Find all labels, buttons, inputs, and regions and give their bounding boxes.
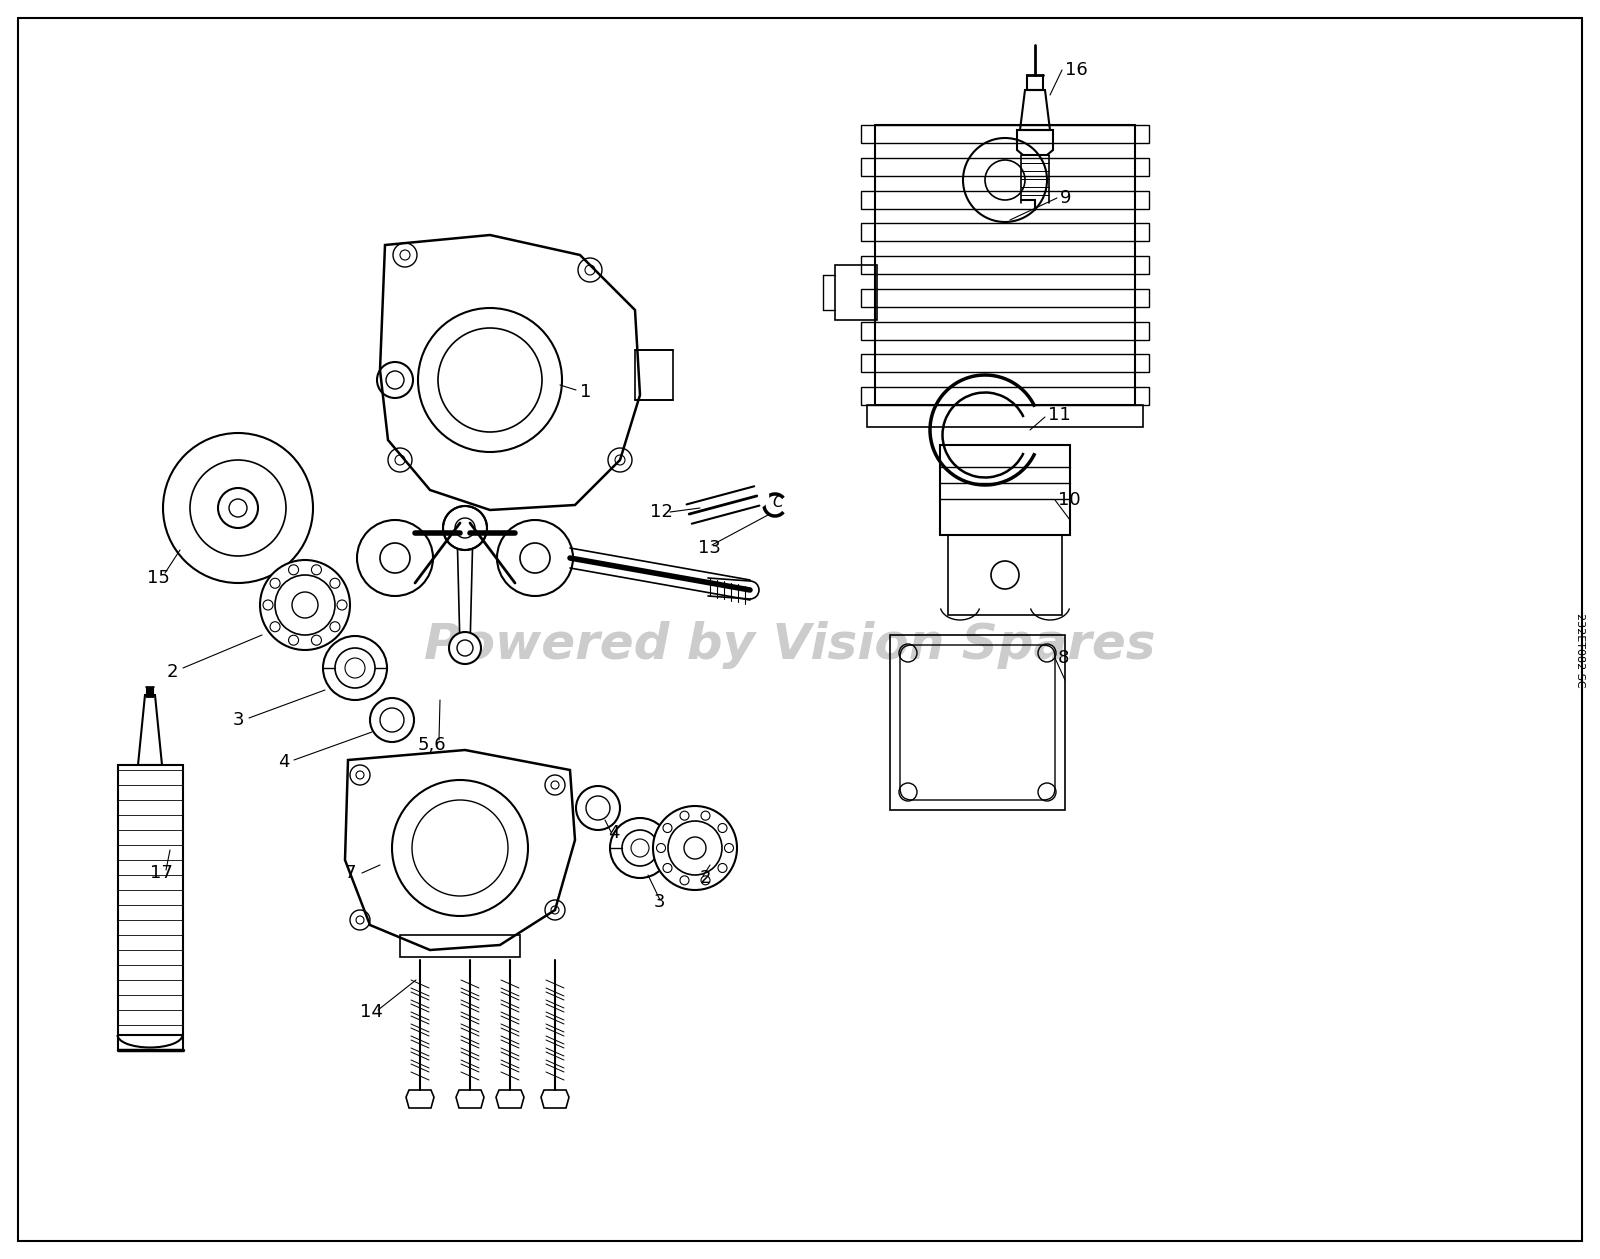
Circle shape [576,786,621,830]
Polygon shape [406,1090,434,1108]
Circle shape [669,821,722,875]
Bar [861,354,1149,373]
Circle shape [190,460,286,556]
Text: 5,6: 5,6 [418,737,446,754]
Polygon shape [456,1090,483,1108]
Circle shape [323,636,387,700]
Text: 7: 7 [346,864,357,883]
Bar [890,635,1066,810]
Text: 12: 12 [650,504,674,521]
Bar [861,387,1149,405]
Bar [635,350,674,400]
Circle shape [370,697,414,742]
Bar [867,405,1142,427]
Circle shape [357,520,434,596]
Circle shape [259,560,350,650]
Circle shape [334,648,374,687]
Text: 4: 4 [278,753,290,771]
Bar [941,444,1070,535]
Polygon shape [541,1090,570,1108]
Polygon shape [381,235,640,510]
Circle shape [392,781,528,917]
Bar [400,935,520,957]
Text: 9: 9 [1059,189,1072,206]
Text: 3: 3 [654,893,666,912]
Bar [835,264,877,320]
Text: 11: 11 [1048,405,1070,424]
Circle shape [413,799,509,896]
Bar [947,535,1062,614]
Polygon shape [458,528,474,648]
Polygon shape [346,750,574,951]
Text: 1: 1 [579,383,592,402]
Circle shape [653,806,738,890]
Circle shape [498,520,573,596]
Text: 13: 13 [698,539,722,556]
Bar [861,125,1149,144]
Circle shape [418,308,562,452]
Circle shape [275,575,334,635]
Circle shape [622,830,658,866]
Circle shape [438,329,542,432]
Bar [861,190,1149,209]
Text: 8: 8 [1058,648,1069,667]
Polygon shape [138,695,162,765]
Text: 15: 15 [147,569,170,587]
Text: 10: 10 [1058,491,1080,509]
Circle shape [443,506,486,550]
Text: 16: 16 [1066,60,1088,79]
Bar [861,223,1149,242]
Text: 3: 3 [234,711,245,729]
Text: 2: 2 [166,663,179,681]
Polygon shape [496,1090,525,1108]
Text: C: C [773,495,784,510]
Text: Powered by Vision Spares: Powered by Vision Spares [424,621,1155,669]
Bar [861,321,1149,340]
Circle shape [450,632,482,663]
Text: 232ET082 SC: 232ET082 SC [1574,613,1586,687]
Text: 17: 17 [150,864,173,883]
Circle shape [163,433,314,583]
Text: 2: 2 [701,869,712,888]
Text: 4: 4 [608,823,619,842]
Circle shape [610,818,670,878]
Bar [118,765,182,1035]
Bar [861,288,1149,307]
Bar [861,256,1149,274]
Bar [861,157,1149,176]
Text: 14: 14 [360,1003,382,1021]
